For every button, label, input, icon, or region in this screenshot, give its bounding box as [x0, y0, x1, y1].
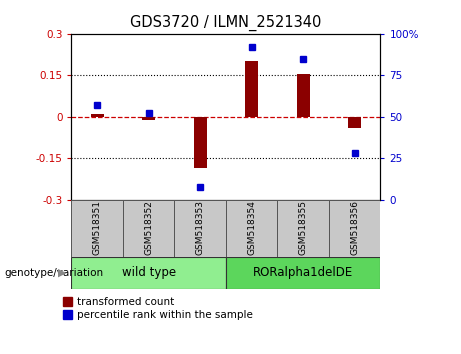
Text: GSM518353: GSM518353 — [195, 200, 205, 255]
Bar — [71, 257, 226, 289]
Text: ▶: ▶ — [59, 268, 67, 278]
Text: GSM518355: GSM518355 — [299, 200, 307, 255]
Bar — [226, 257, 380, 289]
Text: wild type: wild type — [122, 266, 176, 279]
Bar — [226, 200, 278, 257]
Bar — [278, 200, 329, 257]
Legend: transformed count, percentile rank within the sample: transformed count, percentile rank withi… — [63, 297, 253, 320]
Bar — [123, 200, 174, 257]
Text: GSM518352: GSM518352 — [144, 200, 153, 255]
Bar — [348, 117, 361, 128]
Bar — [71, 200, 123, 257]
Bar — [142, 117, 155, 120]
Text: GSM518351: GSM518351 — [93, 200, 102, 255]
Text: genotype/variation: genotype/variation — [5, 268, 104, 278]
Bar — [91, 114, 104, 117]
Bar — [297, 74, 309, 117]
Bar — [329, 200, 380, 257]
Text: GSM518354: GSM518354 — [247, 200, 256, 255]
Bar — [245, 61, 258, 117]
Text: GSM518356: GSM518356 — [350, 200, 359, 255]
Bar — [194, 117, 207, 168]
Text: RORalpha1delDE: RORalpha1delDE — [253, 266, 353, 279]
Bar — [174, 200, 226, 257]
Title: GDS3720 / ILMN_2521340: GDS3720 / ILMN_2521340 — [130, 15, 322, 31]
